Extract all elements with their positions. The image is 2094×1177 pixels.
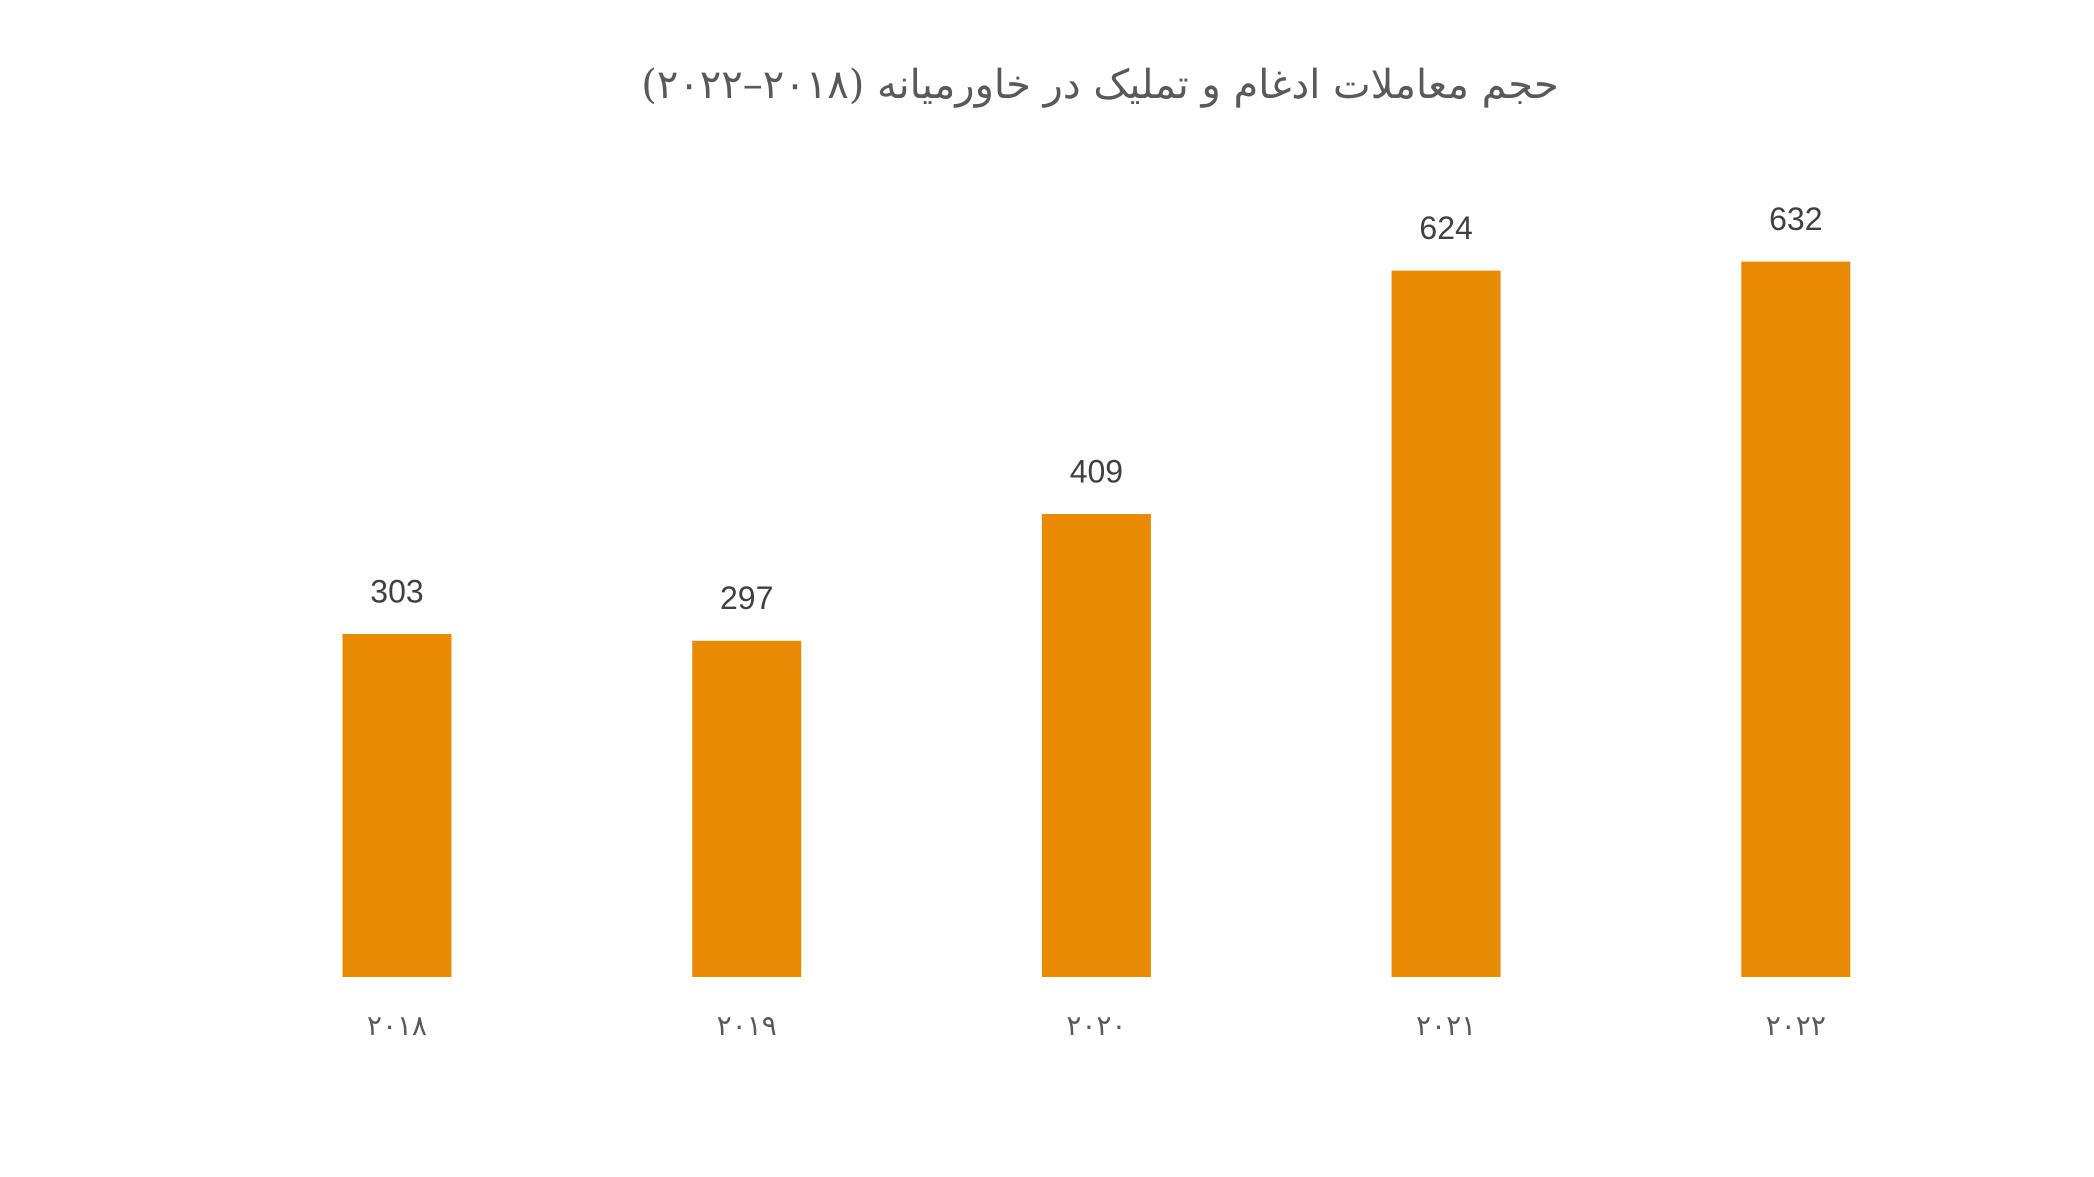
bar — [1391, 270, 1501, 978]
value-label: 409 — [1070, 453, 1123, 489]
bar — [1741, 261, 1851, 977]
value-label: 632 — [1769, 201, 1822, 237]
value-label: 624 — [1419, 210, 1472, 246]
bar — [342, 634, 452, 977]
x-tick-label: ۲۰۲۰ — [1066, 1009, 1126, 1042]
chart-title: حجم معاملات ادغام و تملیک در خاورمیانه (… — [641, 62, 1559, 108]
bar — [692, 640, 802, 977]
value-label: 303 — [370, 573, 423, 609]
x-tick-label: ۲۰۲۱ — [1416, 1009, 1476, 1042]
bar — [1041, 514, 1151, 977]
value-label: 297 — [720, 580, 773, 616]
x-tick-label: ۲۰۲۲ — [1766, 1009, 1826, 1042]
x-tick-label: ۲۰۱۸ — [367, 1009, 427, 1042]
x-tick-label: ۲۰۱۹ — [717, 1009, 777, 1042]
